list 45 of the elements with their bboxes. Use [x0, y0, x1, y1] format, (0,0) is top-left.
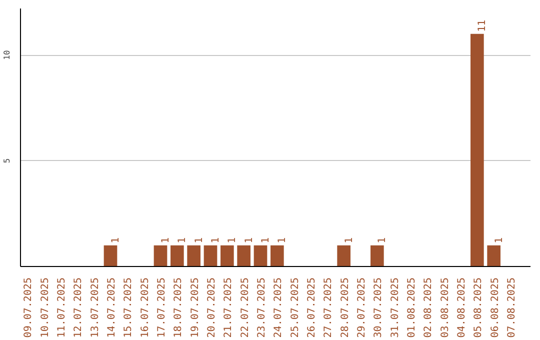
x-tick-label: 14.07.2025	[106, 277, 118, 338]
data-label: 1	[110, 237, 122, 244]
data-label: 11	[477, 20, 488, 32]
x-tick-label: 03.08.2025	[440, 277, 451, 338]
data-label: 1	[227, 237, 238, 244]
x-tick-label: 01.08.2025	[406, 277, 418, 338]
x-tick-label: 06.08.2025	[490, 277, 501, 338]
x-tick-label: 25.07.2025	[290, 277, 301, 338]
x-tick-label: 31.07.2025	[390, 277, 401, 338]
x-tick-label: 26.07.2025	[306, 277, 318, 338]
x-tick-label: 18.07.2025	[173, 277, 184, 338]
data-label: 1	[260, 237, 272, 244]
x-tick-label: 09.07.2025	[23, 277, 34, 338]
y-tick-label: 10	[2, 50, 12, 60]
x-tick-label: 24.07.2025	[273, 277, 284, 338]
data-label: 1	[177, 237, 188, 244]
x-tick-label: 05.08.2025	[473, 277, 484, 338]
x-tick-label: 07.08.2025	[506, 277, 518, 338]
data-label: 1	[210, 237, 222, 244]
x-tick-label: 10.07.2025	[40, 277, 51, 338]
x-tick-label: 30.07.2025	[373, 277, 384, 338]
data-label: 1	[244, 237, 255, 244]
y-tick-label: 5	[2, 158, 12, 164]
x-tick-label: 29.07.2025	[356, 277, 368, 338]
x-tick-label: 02.08.2025	[423, 277, 434, 338]
x-tick-label: 22.07.2025	[240, 277, 251, 338]
x-tick-label: 27.07.2025	[323, 277, 334, 338]
x-tick-label: 21.07.2025	[223, 277, 234, 338]
x-tick-label: 15.07.2025	[123, 277, 134, 338]
data-label: 1	[344, 237, 355, 244]
data-label: 1	[277, 237, 288, 244]
x-tick-label: 04.08.2025	[456, 277, 468, 338]
x-tick-label: 28.07.2025	[340, 277, 351, 338]
x-tick-label: 11.07.2025	[56, 277, 68, 338]
x-tick-label: 17.07.2025	[156, 277, 168, 338]
data-label: 1	[377, 237, 388, 244]
x-tick-label: 13.07.2025	[90, 277, 101, 338]
data-label: 1	[160, 237, 172, 244]
data-label: 1	[494, 237, 505, 244]
data-label: 1	[194, 237, 205, 244]
x-tick-label: 16.07.2025	[140, 277, 151, 338]
x-tick-label: 23.07.2025	[256, 277, 268, 338]
x-tick-label: 20.07.2025	[206, 277, 218, 338]
x-tick-label: 19.07.2025	[190, 277, 201, 338]
x-tick-label: 12.07.2025	[73, 277, 84, 338]
